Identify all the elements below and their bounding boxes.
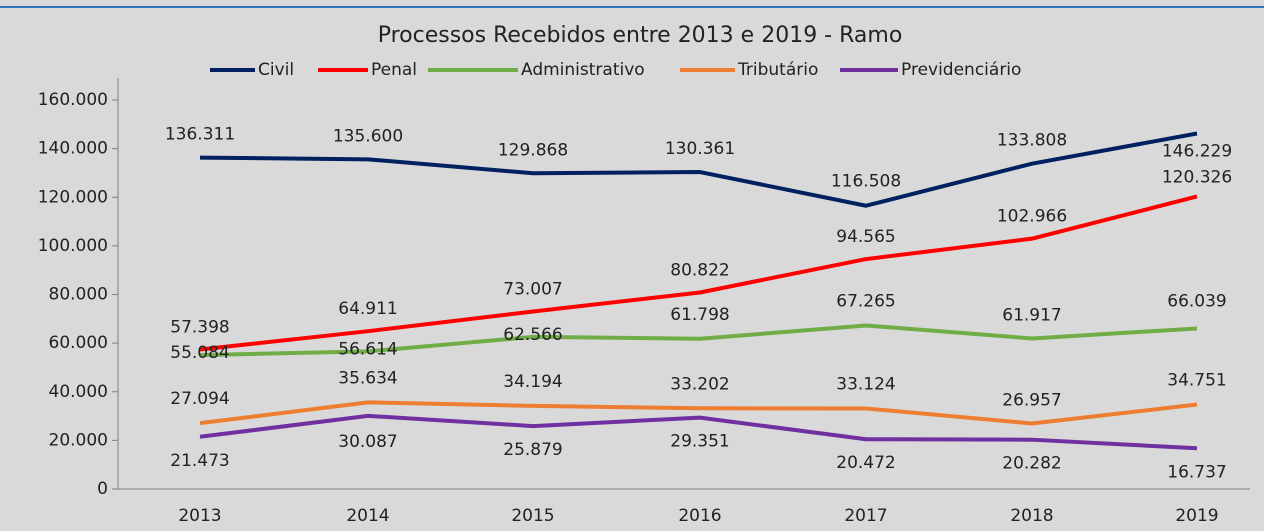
legend-label: Tributário xyxy=(737,60,818,80)
y-tick-label: 140.000 xyxy=(38,139,108,159)
x-tick-label: 2014 xyxy=(346,506,389,526)
data-label: 94.565 xyxy=(836,227,895,247)
data-label: 67.265 xyxy=(836,291,895,311)
data-label: 61.798 xyxy=(670,305,729,325)
data-label: 102.966 xyxy=(997,207,1067,227)
data-label: 73.007 xyxy=(503,280,562,300)
data-label: 146.229 xyxy=(1162,141,1232,161)
data-label: 55.084 xyxy=(170,343,229,363)
data-label: 34.194 xyxy=(503,372,562,392)
data-label: 130.361 xyxy=(665,139,735,159)
data-label: 30.087 xyxy=(338,432,397,452)
data-label: 133.808 xyxy=(997,131,1067,151)
data-label: 34.751 xyxy=(1167,371,1226,391)
legend-label: Administrativo xyxy=(521,60,645,80)
data-label: 66.039 xyxy=(1167,291,1226,311)
data-label: 33.124 xyxy=(836,374,895,394)
y-tick-label: 60.000 xyxy=(49,333,108,353)
series-line xyxy=(199,400,1198,426)
series-line xyxy=(199,413,1198,451)
data-label: 116.508 xyxy=(831,172,901,192)
data-label: 136.311 xyxy=(165,125,235,145)
series-line xyxy=(199,131,1198,208)
y-tick-label: 20.000 xyxy=(49,430,108,450)
data-label: 57.398 xyxy=(170,317,229,337)
x-tick-label: 2017 xyxy=(844,506,887,526)
data-label: 20.472 xyxy=(836,453,895,473)
data-label: 27.094 xyxy=(170,389,229,409)
x-tick-label: 2015 xyxy=(511,506,554,526)
series-line xyxy=(199,194,1198,352)
series-line xyxy=(199,323,1198,358)
y-tick-label: 80.000 xyxy=(49,285,108,305)
x-tick-label: 2018 xyxy=(1010,506,1053,526)
x-tick-label: 2013 xyxy=(178,506,221,526)
data-label: 135.600 xyxy=(333,126,403,146)
data-label: 33.202 xyxy=(670,374,729,394)
data-label: 80.822 xyxy=(670,261,729,281)
data-label: 62.566 xyxy=(503,325,562,345)
data-label: 35.634 xyxy=(338,368,397,388)
data-label: 56.614 xyxy=(338,339,397,359)
data-label: 21.473 xyxy=(170,451,229,471)
chart-title: Processos Recebidos entre 2013 e 2019 - … xyxy=(378,23,903,48)
x-tick-label: 2016 xyxy=(678,506,721,526)
legend-label: Penal xyxy=(371,60,417,80)
y-tick-label: 0 xyxy=(97,479,108,499)
data-label: 16.737 xyxy=(1167,462,1226,482)
data-label: 25.879 xyxy=(503,440,562,460)
y-tick-label: 120.000 xyxy=(38,187,108,207)
data-label: 129.868 xyxy=(498,140,568,160)
data-label: 120.326 xyxy=(1162,167,1232,187)
data-label: 61.917 xyxy=(1002,305,1061,325)
data-label: 29.351 xyxy=(670,432,729,452)
data-label: 26.957 xyxy=(1002,390,1061,410)
x-tick-label: 2019 xyxy=(1175,506,1218,526)
y-tick-label: 160.000 xyxy=(38,90,108,110)
data-label: 20.282 xyxy=(1002,454,1061,474)
legend-label: Civil xyxy=(258,60,294,80)
top-rule xyxy=(0,6,1264,8)
y-tick-label: 100.000 xyxy=(38,236,108,256)
legend-label: Previdenciário xyxy=(901,60,1021,80)
data-label: 64.911 xyxy=(338,299,397,319)
y-tick-label: 40.000 xyxy=(49,382,108,402)
